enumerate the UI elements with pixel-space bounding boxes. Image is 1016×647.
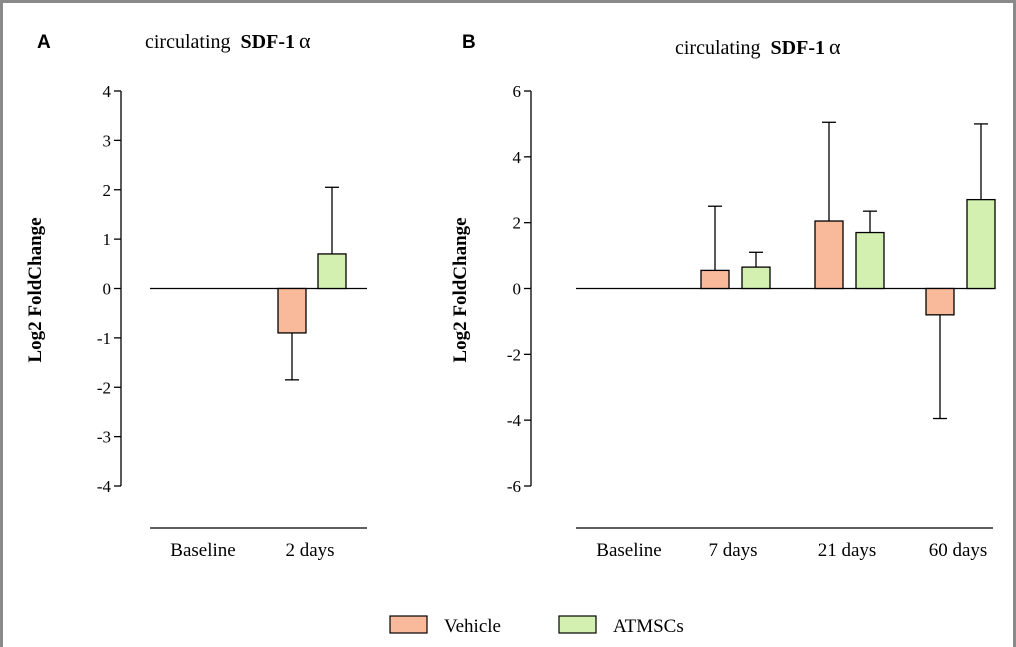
panel-a-bars (277, 186, 347, 381)
y-tick-label: -4 (507, 411, 522, 430)
panel-b-category-labels: Baseline 7 days 21 days 60 days (596, 540, 987, 561)
panel-a-category-labels: Baseline 2 days (170, 540, 334, 561)
bar-atmscs (966, 198, 996, 290)
panel-b-title-prefix: circulating (675, 37, 761, 59)
panel-b-y-axis-label: Log2 FoldChange (450, 217, 471, 362)
bar-atmscs (855, 231, 885, 290)
y-tick-label: -3 (97, 428, 111, 447)
y-tick-label: 0 (103, 280, 112, 299)
y-tick-label: -4 (97, 477, 112, 496)
bar-vehicle (925, 287, 955, 316)
panel-a-letter: A (37, 32, 51, 53)
panel-a-title-bold: SDF-1 (241, 31, 295, 53)
panel-b-y-tick-labels: 6 4 2 0 -2 -4 -6 (507, 82, 522, 496)
category-label: 7 days (708, 540, 757, 561)
bar-vehicle (700, 269, 730, 290)
panel-a-title-greek: α (299, 28, 311, 53)
y-tick-label: -2 (97, 378, 111, 397)
category-label: Baseline (596, 540, 661, 561)
panel-b-bars (700, 121, 996, 420)
panel-b-title-bold: SDF-1 (771, 37, 825, 59)
y-tick-label: 1 (103, 230, 112, 249)
bar-vehicle (277, 287, 307, 334)
legend-label-atmscs: ATMSCs (613, 616, 684, 637)
y-tick-label: -2 (507, 345, 521, 364)
panel-a-y-axis (114, 90, 367, 529)
bar-atmscs (317, 253, 347, 290)
y-tick-label: 3 (103, 131, 112, 150)
legend-swatch-vehicle (389, 615, 428, 634)
y-tick-label: -1 (97, 329, 111, 348)
legend: Vehicle ATMSCs (389, 615, 684, 637)
category-label: Baseline (170, 540, 235, 561)
panel-a-title: circulating SDF-1 α (145, 28, 311, 53)
y-tick-label: 2 (513, 214, 522, 233)
panel-a-y-tick-labels: 4 3 2 1 0 -1 -2 -3 -4 (97, 82, 112, 496)
category-label: 60 days (929, 540, 988, 561)
legend-label-vehicle: Vehicle (444, 616, 501, 637)
panel-b-y-axis (524, 90, 993, 529)
panel-a: A circulating SDF-1 α Log2 FoldChange 4 3… (25, 28, 367, 561)
y-tick-label: 0 (513, 280, 522, 299)
category-label: 21 days (818, 540, 877, 561)
legend-swatch-atmscs (558, 615, 597, 634)
panel-b-letter: B (462, 32, 476, 53)
panel-a-y-axis-label: Log2 FoldChange (25, 217, 46, 362)
bar-vehicle (814, 220, 844, 290)
category-label: 2 days (285, 540, 334, 561)
panel-b-title: circulating SDF-1 α (675, 34, 841, 59)
bar-atmscs (741, 266, 771, 290)
panel-b: B circulating SDF-1 α Log2 FoldChange 6 4… (450, 32, 996, 561)
panel-b-title-greek: α (829, 34, 841, 59)
y-tick-label: 4 (513, 148, 522, 167)
panel-a-title-prefix: circulating (145, 31, 231, 53)
y-tick-label: 4 (103, 82, 112, 101)
y-tick-label: 2 (103, 181, 112, 200)
y-tick-label: -6 (507, 477, 521, 496)
y-tick-label: 6 (513, 82, 522, 101)
